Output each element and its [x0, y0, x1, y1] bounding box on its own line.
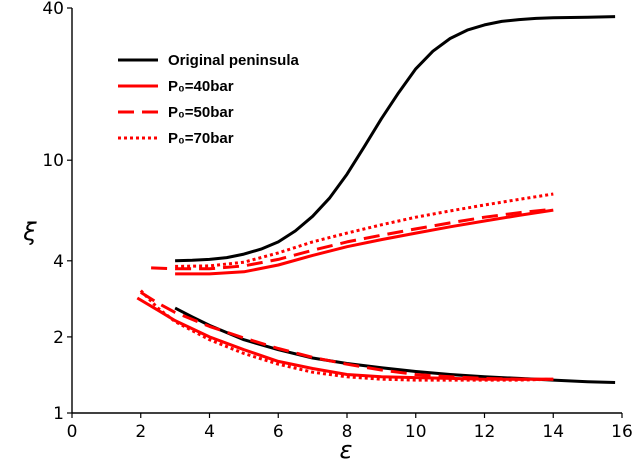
y-axis-label: ξ — [22, 218, 37, 246]
x-tick-label: 2 — [135, 422, 146, 442]
y-tick-label: 10 — [42, 151, 64, 171]
legend-label: Original peninsula — [168, 52, 300, 69]
legend-item-3: P₀=70bar — [118, 130, 234, 147]
x-tick-label: 6 — [273, 422, 284, 442]
series-1 — [136, 208, 554, 381]
series-line-2-1 — [140, 291, 554, 381]
series-0 — [174, 15, 616, 384]
series-3 — [139, 192, 554, 382]
x-axis-label: ε — [340, 436, 353, 462]
x-tick-label: 16 — [611, 422, 633, 442]
legend-item-0: Original peninsula — [118, 52, 300, 69]
legend-label: P₀=40bar — [168, 78, 234, 95]
series-line-3-1 — [139, 289, 554, 382]
y-tick-label: 40 — [42, 0, 64, 19]
series-2 — [140, 207, 554, 381]
y-tick-label: 4 — [53, 252, 64, 272]
series-line-0-0 — [175, 15, 616, 263]
legend-item-1: P₀=40bar — [118, 78, 234, 95]
legend-label: P₀=50bar — [168, 104, 234, 121]
legend: Original peninsula P₀=40bar P₀=50bar P₀=70b… — [118, 52, 300, 147]
y-tick-label: 1 — [53, 404, 64, 424]
x-tick-label: 12 — [474, 422, 496, 442]
x-tick-label: 10 — [405, 422, 427, 442]
series-line-3-0 — [175, 192, 554, 268]
series-line-2-0 — [151, 207, 554, 271]
legend-item-2: P₀=50bar — [118, 104, 234, 121]
legend-label: P₀=70bar — [168, 130, 234, 147]
x-tick-label: 14 — [542, 422, 564, 442]
series-layer — [136, 15, 616, 384]
x-tick-label: 4 — [204, 422, 215, 442]
series-line-1-1 — [136, 296, 554, 381]
x-tick-label: 0 — [67, 422, 78, 442]
x-tick-label: 8 — [342, 422, 353, 442]
series-line-1-0 — [175, 208, 554, 276]
y-tick-label: 2 — [53, 328, 64, 348]
